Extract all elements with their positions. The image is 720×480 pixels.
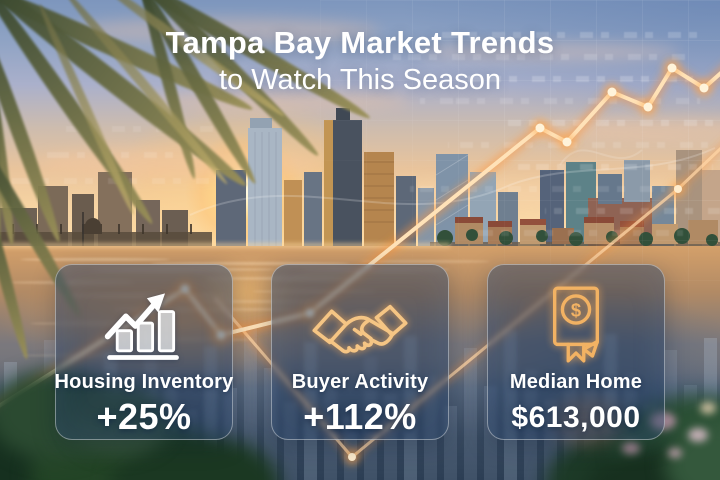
ticker-row — [430, 32, 700, 38]
flower-blossom — [622, 442, 640, 454]
water-ripple — [360, 260, 490, 263]
stat-card-housing-inventory: Housing Inventory +25% — [55, 264, 233, 440]
bar-chart-growth-icon — [100, 278, 188, 371]
title-line-1: Tampa Bay Market Trends — [165, 25, 555, 60]
ticker-row — [545, 208, 720, 214]
stat-value: +25% — [96, 396, 192, 437]
cloud — [420, 42, 680, 62]
stat-value: +112% — [303, 396, 417, 437]
ticker-row — [468, 76, 708, 82]
stat-label: Buyer Activity — [291, 371, 429, 393]
svg-text:$: $ — [571, 299, 581, 320]
flower-blossom — [688, 428, 708, 442]
ticker-row — [410, 186, 665, 192]
ticker-row — [58, 126, 213, 132]
water-ripple — [150, 262, 350, 265]
stat-label: Median Home — [509, 371, 643, 393]
stat-cards: Housing Inventory +25% Buyer Act — [55, 264, 665, 440]
stat-card-buyer-activity: Buyer Activity +112% — [271, 264, 449, 440]
dollar-award-certificate-icon: $ — [545, 278, 607, 371]
stat-label: Housing Inventory — [54, 371, 234, 393]
stat-value: $613,000 — [511, 401, 641, 434]
title-line-2: to Watch This Season — [218, 64, 502, 96]
ticker-row — [478, 230, 683, 236]
water-ripple — [172, 300, 327, 303]
ticker-row — [498, 120, 713, 126]
water-ripple — [20, 258, 170, 261]
handshake-icon — [307, 278, 413, 371]
flower-blossom — [700, 402, 716, 414]
ticker-row — [448, 142, 708, 148]
ticker-row — [518, 164, 713, 170]
flower-blossom — [668, 448, 682, 458]
ticker-row — [8, 178, 213, 184]
ticker-row — [420, 98, 700, 104]
ticker-row — [392, 54, 692, 60]
stat-card-median-home: $ Median Home $613,000 — [487, 264, 665, 440]
page-title: Tampa Bay Market Trends to Watch This Se… — [0, 25, 720, 97]
horizon-glow — [0, 243, 450, 248]
